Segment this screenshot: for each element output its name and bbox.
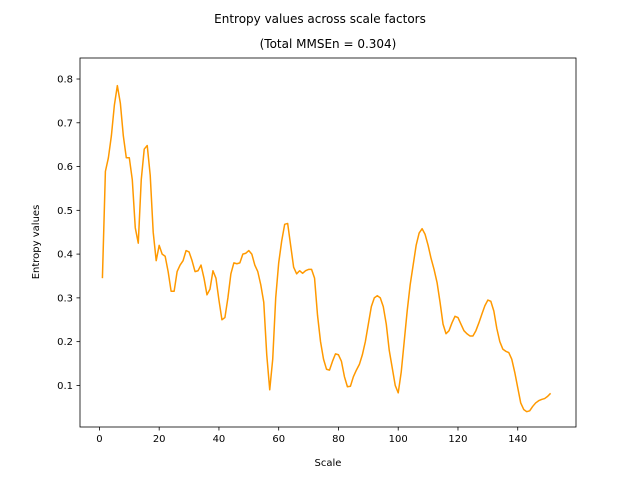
y-tick-label: 0.6: [57, 162, 73, 173]
x-tick-label: 100: [389, 434, 408, 445]
y-tick-label: 0.7: [57, 118, 73, 129]
y-axis-label: Entropy values: [31, 205, 42, 280]
x-tick-label: 120: [448, 434, 467, 445]
x-tick-label: 0: [96, 434, 102, 445]
x-tick-label: 20: [153, 434, 166, 445]
plot-frame: [79, 57, 577, 428]
y-tick-label: 0.1: [57, 381, 73, 392]
y-tick-label: 0.2: [57, 337, 73, 348]
data-line: [101, 84, 552, 413]
x-tick-label: 40: [213, 434, 226, 445]
y-tick-label: 0.8: [57, 75, 73, 86]
x-axis-label: Scale: [315, 458, 342, 469]
chart-subtitle: (Total MMSEn = 0.304): [260, 37, 397, 51]
y-tick-label: 0.4: [57, 250, 73, 261]
x-tick-label: 80: [332, 434, 345, 445]
x-tick-label: 140: [508, 434, 527, 445]
y-tick-label: 0.3: [57, 293, 73, 304]
chart-title: Entropy values across scale factors: [214, 12, 426, 26]
y-tick-label: 0.5: [57, 206, 73, 217]
x-tick-label: 60: [272, 434, 285, 445]
